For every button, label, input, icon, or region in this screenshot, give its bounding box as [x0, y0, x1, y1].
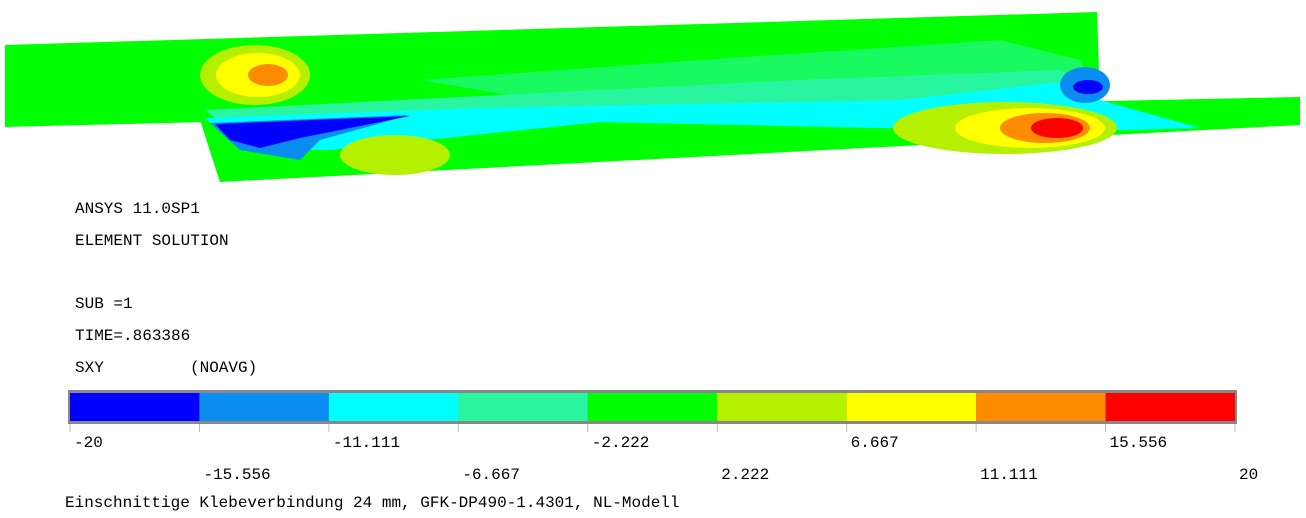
legend-swatch [976, 393, 1106, 421]
blob [1073, 80, 1103, 94]
legend-swatch [717, 393, 847, 421]
legend-swatch [199, 393, 329, 421]
header-line: SUB =1 [75, 295, 133, 313]
legend-swatch [1105, 393, 1235, 421]
band [205, 80, 1200, 150]
legend-label: 11.111 [980, 466, 1038, 484]
blob [340, 135, 450, 175]
header-line: SXY [75, 359, 104, 377]
legend-swatch [328, 393, 459, 421]
blob [1031, 118, 1083, 138]
legend-label: 15.556 [1110, 434, 1168, 452]
blob [248, 64, 288, 86]
legend-label: -2.222 [592, 434, 650, 452]
footer-title: Einschnittige Klebeverbindung 24 mm, GFK… [65, 494, 680, 512]
legend-swatch [70, 393, 200, 421]
header-line: ANSYS 11.0SP1 [75, 200, 200, 218]
header-line: (NOAVG) [190, 359, 257, 377]
header-line: TIME=.863386 [75, 327, 190, 345]
legend-label: -11.111 [333, 434, 400, 452]
legend-label: -20 [74, 434, 103, 452]
band [215, 116, 410, 148]
band [420, 40, 1100, 110]
legend-swatch [846, 393, 977, 421]
legend-label: 6.667 [851, 434, 899, 452]
header-line: ELEMENT SOLUTION [75, 232, 229, 250]
legend-label: -15.556 [203, 466, 270, 484]
legend-label: -6.667 [462, 466, 520, 484]
contour-plot [5, 12, 1300, 182]
legend-label: 2.222 [721, 466, 769, 484]
legend-swatch [587, 393, 718, 421]
legend-swatch [458, 393, 588, 421]
legend: -20 -15.556 -11.111 -6.667 -2.222 2.222 6.667 1… [68, 390, 1258, 484]
legend-label: 20 [1239, 466, 1258, 484]
